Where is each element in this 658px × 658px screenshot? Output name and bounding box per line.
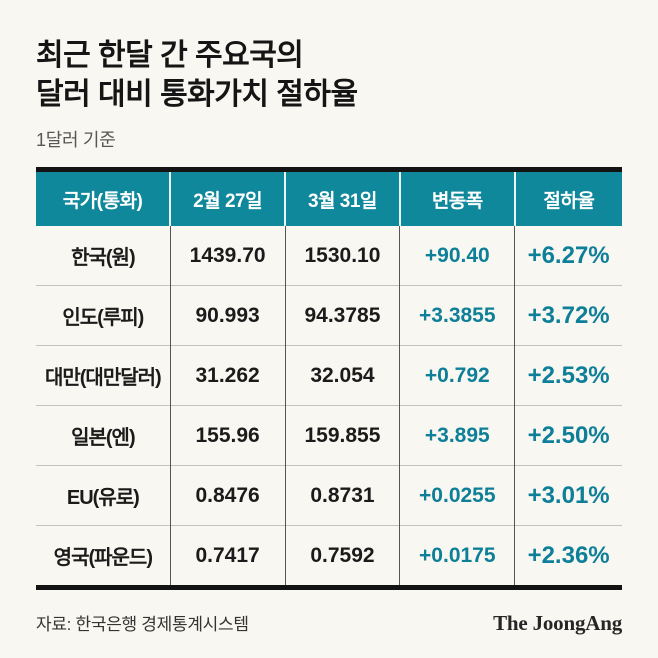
change-cell: +3.3855: [399, 285, 515, 346]
table-row-japan: 일본(엔) 155.96 159.855 +3.895 +2.50%: [36, 405, 622, 466]
change-cell: +90.40: [399, 226, 515, 286]
footer: 자료: 한국은행 경제통계시스템 The JoongAng: [36, 596, 622, 636]
table-row-taiwan: 대만(대만달러) 31.262 32.054 +0.792 +2.53%: [36, 345, 622, 406]
joongang-logo: The JoongAng: [493, 611, 622, 635]
feb27-cell: 31.262: [169, 345, 286, 406]
mar31-cell: 1530.10: [284, 226, 400, 286]
mar31-cell: 94.3785: [284, 285, 400, 346]
country-cell: 일본(엔): [36, 405, 171, 466]
depreciation-cell: +2.36%: [514, 525, 622, 588]
depreciation-cell: +3.01%: [514, 465, 622, 526]
country-cell: 한국(원): [36, 226, 171, 286]
table-row-india: 인도(루피) 90.993 94.3785 +3.3855 +3.72%: [36, 285, 622, 346]
table-row-korea: 한국(원) 1439.70 1530.10 +90.40 +6.27%: [36, 226, 622, 286]
subtitle: 1달러 기준: [36, 130, 116, 150]
table-header-row: 국가(통화) 2월 27일 3월 31일 변동폭 절하율: [36, 169, 622, 226]
data-source: 자료: 한국은행 경제통계시스템: [36, 615, 249, 634]
mar31-cell: 0.8731: [284, 465, 400, 526]
feb27-cell: 0.7417: [169, 525, 286, 588]
depreciation-cell: +2.50%: [514, 405, 622, 466]
header-change: 변동폭: [398, 169, 515, 226]
country-cell: EU(유로): [36, 465, 171, 526]
change-cell: +0.0175: [399, 525, 515, 588]
country-cell: 대만(대만달러): [36, 345, 171, 406]
change-cell: +3.895: [399, 405, 515, 466]
mar31-cell: 32.054: [284, 345, 400, 406]
country-cell: 인도(루피): [36, 285, 171, 346]
depreciation-cell: +3.72%: [514, 285, 622, 346]
mar31-cell: 159.855: [284, 405, 400, 466]
depreciation-cell: +6.27%: [514, 226, 622, 286]
title-line-1: 최근 한달 간 주요국의: [36, 39, 304, 72]
feb27-cell: 0.8476: [169, 465, 286, 526]
header-mar31: 3월 31일: [284, 169, 400, 226]
feb27-cell: 1439.70: [169, 226, 286, 286]
feb27-cell: 90.993: [169, 285, 286, 346]
table-row-eu: EU(유로) 0.8476 0.8731 +0.0255 +3.01%: [36, 465, 622, 526]
change-cell: +0.792: [399, 345, 515, 406]
depreciation-cell: +2.53%: [514, 345, 622, 406]
page-title: 최근 한달 간 주요국의 달러 대비 통화가치 절하율: [36, 36, 622, 114]
mar31-cell: 0.7592: [284, 525, 400, 588]
header-feb27: 2월 27일: [169, 169, 286, 226]
feb27-cell: 155.96: [169, 405, 286, 466]
header-depreciation: 절하율: [513, 169, 622, 226]
title-line-2: 달러 대비 통화가치 절하율: [36, 78, 358, 111]
table-row-uk: 영국(파운드) 0.7417 0.7592 +0.0175 +2.36%: [36, 525, 622, 588]
currency-depreciation-table: 국가(통화) 2월 27일 3월 31일 변동폭 절하율 한국(원) 1439.…: [36, 167, 622, 590]
change-cell: +0.0255: [399, 465, 515, 526]
header-country: 국가(통화): [36, 169, 171, 226]
country-cell: 영국(파운드): [36, 525, 171, 588]
